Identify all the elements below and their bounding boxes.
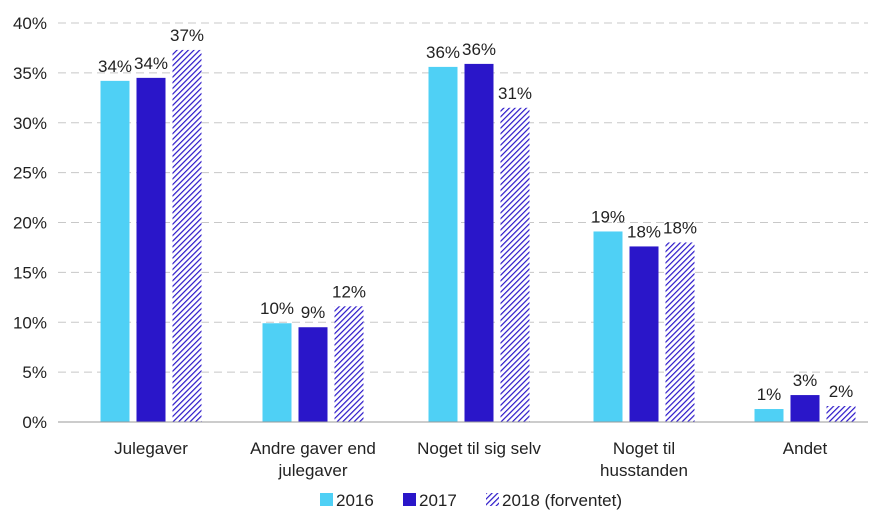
bar-2017-5	[790, 395, 820, 422]
bar-2017-4	[629, 246, 659, 422]
data-label: 12%	[332, 282, 366, 301]
bar-2016-1	[100, 80, 130, 422]
legend-label: 2018 (forventet)	[502, 491, 622, 510]
y-tick-label: 20%	[13, 214, 47, 233]
data-label: 34%	[134, 54, 168, 73]
data-label: 36%	[462, 40, 496, 59]
data-labels: 34% 34%37%10% 9%12%36% 36%31%19%18% 18%1%3%2…	[98, 26, 853, 404]
legend-swatch	[320, 493, 333, 506]
y-tick-label: 10%	[13, 313, 47, 332]
x-category-label: Noget til sig selv	[417, 439, 541, 458]
y-tick-label: 15%	[13, 263, 47, 282]
data-label: 19%	[591, 207, 625, 226]
data-label: 31%	[498, 84, 532, 103]
bar-2018-2	[334, 306, 364, 422]
bar-2018-1	[172, 49, 202, 423]
bar-2016-5	[754, 409, 784, 422]
bar-2018-3	[500, 107, 530, 422]
data-label: 3%	[793, 371, 818, 390]
x-category-label: husstanden	[600, 461, 688, 480]
x-category-label: Julegaver	[114, 439, 188, 458]
data-label: 37%	[170, 26, 204, 45]
data-label: 34%	[98, 57, 132, 76]
y-axis: 0% 5% 10% 15% 20% 25% 30% 35% 40%	[13, 14, 47, 432]
bar-2018-4	[665, 242, 695, 422]
legend-swatch	[486, 493, 499, 506]
bar-2017-2	[298, 327, 328, 422]
bar-2016-4	[593, 231, 623, 422]
x-category-label: Andet	[783, 439, 828, 458]
data-label: 10%	[260, 299, 294, 318]
legend: 2016 2017 2018 (forventet)	[320, 491, 622, 510]
bar-2017-1	[136, 77, 166, 423]
x-category-label: Andre gaver end	[250, 439, 376, 458]
x-axis: Julegaver Andre gaver end julegaver Noget t…	[58, 421, 868, 480]
x-category-label: julegaver	[278, 461, 348, 480]
legend-label: 2016	[336, 491, 374, 510]
y-tick-label: 0%	[22, 413, 47, 432]
data-label: 36%	[426, 43, 460, 62]
x-category-label: Noget til	[613, 439, 675, 458]
y-tick-label: 35%	[13, 64, 47, 83]
bar-2017-3	[464, 63, 494, 423]
y-tick-label: 40%	[13, 14, 47, 33]
y-tick-label: 5%	[22, 363, 47, 382]
bars	[100, 49, 856, 423]
legend-swatch	[403, 493, 416, 506]
legend-label: 2017	[419, 491, 457, 510]
data-label: 1%	[757, 385, 782, 404]
data-label: 2%	[829, 382, 854, 401]
data-label: 18%	[663, 218, 697, 237]
y-tick-label: 30%	[13, 114, 47, 133]
bar-2018-5	[826, 406, 856, 422]
y-tick-label: 25%	[13, 164, 47, 183]
bar-2016-3	[428, 66, 458, 422]
bar-2016-2	[262, 323, 292, 422]
data-label: 18%	[627, 222, 661, 241]
data-label: 9%	[301, 303, 326, 322]
